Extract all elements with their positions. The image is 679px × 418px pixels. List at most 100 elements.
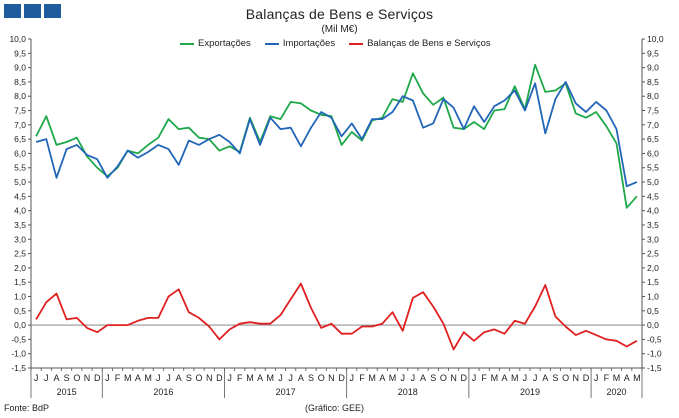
x-tick-label-month: J [227,373,232,383]
chart-title: Balanças de Bens e Serviços [245,6,434,22]
x-tick-label-month: J [34,373,39,383]
x-tick-label-month: A [379,373,385,383]
x-tick-label-month: A [298,373,304,383]
legend: Exportações Importações Balanças de Bens… [180,38,491,49]
x-tick-label-year: 2020 [607,387,627,397]
legend-item-imports: Importações [264,38,336,49]
x-tick-label-month: D [338,373,345,383]
legend-label-imports: Importações [282,38,336,49]
x-tick-label-month: J [288,373,293,383]
y-tick-label-left: 9,5 [14,48,26,58]
x-tick-label-month: A [176,373,182,383]
x-tick-label-month: J [156,373,161,383]
logo-block [4,4,21,18]
x-tick-label-month: F [237,373,243,383]
x-tick-label-month: J [533,373,538,383]
x-tick-label-year: 2017 [276,387,296,397]
legend-swatch-exports [180,42,194,45]
y-tick-label-left: 3,0 [14,234,26,244]
chart-subtitle: (Mil M€) [321,24,358,35]
y-tick-label-left: 6,0 [14,148,26,158]
y-tick-label-left: 9,0 [14,63,26,73]
x-tick-label-year: 2016 [153,387,173,397]
y-tick-label-right: 0,0 [647,320,659,330]
y-tick-label-right: 4,5 [647,191,659,201]
x-tick-label-month: A [502,373,508,383]
x-tick-label-month: A [135,373,141,383]
x-tick-label-month: F [604,373,610,383]
y-tick-label-right: 7,0 [647,120,659,130]
y-tick-label-right: 4,0 [647,206,659,216]
y-tick-label-left: 5,0 [14,177,26,187]
y-tick-label-right: 9,0 [647,63,659,73]
imports-line [35,81,638,188]
x-tick-label-month: O [440,373,447,383]
exports-line [35,63,638,209]
x-tick-label-month: F [481,373,487,383]
y-tick-label-left: 8,5 [14,77,26,87]
chart-credit: (Gráfico: GEE) [305,403,365,413]
x-tick-label-month: M [491,373,499,383]
y-tick-label-left: 2,5 [14,249,26,259]
y-tick-label-left: 0,5 [14,306,26,316]
y-tick-label-right: 10,0 [647,34,664,44]
x-tick-label-month: O [196,373,203,383]
x-tick-label-month: M [267,373,275,383]
x-tick-label-month: A [53,373,59,383]
logo-block [24,4,41,18]
balance-line [35,282,638,351]
x-tick-label-month: M [613,373,621,383]
y-tick-label-left: 6,5 [14,134,26,144]
x-tick-label-month: N [206,373,213,383]
x-tick-label-month: O [73,373,80,383]
y-tick-label-left: 1,5 [14,277,26,287]
x-tick-label-month: D [216,373,223,383]
x-tick-label-month: A [420,373,426,383]
y-tick-label-right: 1,5 [647,277,659,287]
y-tick-label-right: 3,0 [647,234,659,244]
y-tick-label-right: 0,5 [647,306,659,316]
x-tick-label-month: F [359,373,365,383]
y-tick-label-right: -0,5 [647,334,662,344]
y-tick-label-left: 8,0 [14,91,26,101]
y-tick-label-right: 8,5 [647,77,659,87]
y-tick-label-left: 4,5 [14,191,26,201]
y-tick-label-right: 2,0 [647,263,659,273]
x-tick-label-month: M [246,373,254,383]
x-tick-label-month: S [430,373,436,383]
y-tick-label-left: -1,0 [11,349,26,359]
y-tick-label-right: -1,5 [647,363,662,373]
x-tick-label-month: S [64,373,70,383]
x-tick-label-month: N [84,373,91,383]
legend-label-balance: Balanças de Bens e Serviços [367,38,491,49]
y-tick-label-left: 2,0 [14,263,26,273]
x-tick-label-month: M [368,373,376,383]
x-tick-label-month: M [124,373,132,383]
y-tick-label-left: 0,0 [14,320,26,330]
x-tick-label-month: J [594,373,599,383]
logo [4,4,61,18]
x-tick-label-month: J [166,373,171,383]
y-tick-label-right: 7,5 [647,106,659,116]
y-tick-label-right: 6,5 [647,134,659,144]
x-tick-label-month: M [144,373,152,383]
y-tick-label-left: -0,5 [11,334,26,344]
legend-label-exports: Exportações [198,38,251,49]
x-tick-label-month: M [633,373,641,383]
y-tick-label-right: 3,5 [647,220,659,230]
y-tick-label-left: 1,0 [14,291,26,301]
y-tick-label-right: 5,0 [647,177,659,187]
y-tick-label-right: 2,5 [647,249,659,259]
legend-item-balance: Balanças de Bens e Serviços [349,38,491,49]
x-tick-label-month: S [552,373,558,383]
x-tick-label-month: O [562,373,569,383]
x-tick-label-month: J [411,373,416,383]
y-tick-label-left: 4,0 [14,206,26,216]
y-tick-label-left: 3,5 [14,220,26,230]
x-tick-label-month: J [105,373,110,383]
y-tick-label-left: 10,0 [9,34,26,44]
x-tick-label-year: 2015 [57,387,77,397]
legend-item-exports: Exportações [180,38,251,49]
x-tick-label-month: M [389,373,397,383]
